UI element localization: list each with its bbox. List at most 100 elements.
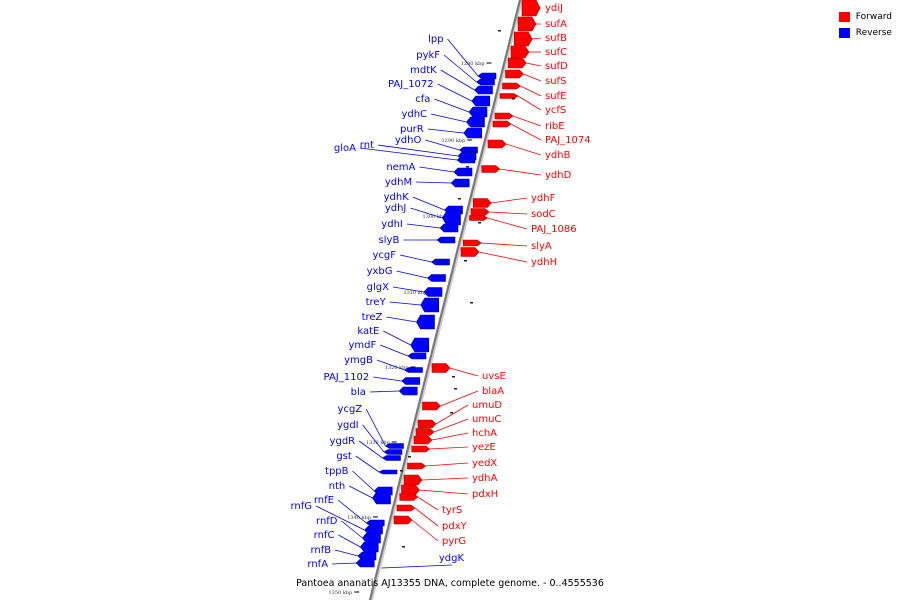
marker-dash <box>454 388 457 390</box>
gene-leader <box>429 446 469 450</box>
gene-leader <box>487 217 528 230</box>
gene-purr[interactable]: purR <box>400 124 483 139</box>
gene-pdxh[interactable]: pdxH <box>401 484 499 500</box>
gene-ygdi[interactable]: ygdI <box>337 420 403 455</box>
gene-ydho[interactable]: ydhO <box>395 135 478 154</box>
gene-sufc[interactable]: sufC <box>510 45 567 59</box>
gene-ydhh[interactable]: ydhH <box>460 247 557 269</box>
gene-kate[interactable]: katE <box>357 326 430 353</box>
gene-ydha[interactable]: ydhA <box>403 473 498 486</box>
gene-rnfc[interactable]: rnfC <box>314 530 379 553</box>
gene-ydhm[interactable]: ydhM <box>385 177 470 188</box>
gene-sodc[interactable]: sodC <box>470 208 556 221</box>
gene-label: uvsE <box>482 371 506 382</box>
gene-ycfs[interactable]: ycfS <box>499 93 566 117</box>
gene-sufb[interactable]: sufB <box>513 31 567 47</box>
gene-rnfe[interactable]: rnfE <box>314 495 385 527</box>
gene-umud[interactable]: umuD <box>417 400 502 429</box>
marker-dash <box>512 98 515 100</box>
gene-paj-1074[interactable]: PAJ_1074 <box>492 120 591 146</box>
gene-rnfb[interactable]: rnfB <box>310 545 377 561</box>
gene-ydhb[interactable]: ydhB <box>487 139 571 161</box>
gene-label: ydhH <box>531 257 557 268</box>
gene-leader <box>512 115 542 127</box>
gene-label: umuD <box>472 400 502 411</box>
gene-sufa[interactable]: sufA <box>517 16 567 32</box>
gene-arrow <box>355 558 375 568</box>
gene-ydhd[interactable]: ydhD <box>481 165 572 182</box>
gene-paj-1072[interactable]: PAJ_1072 <box>388 79 491 107</box>
gene-leader <box>523 73 542 82</box>
gene-trez[interactable]: treZ <box>362 312 435 330</box>
gene-slya[interactable]: slyA <box>462 239 552 252</box>
gene-leader <box>491 197 528 204</box>
gene-ymdf[interactable]: ymdF <box>348 340 427 360</box>
gene-gloa[interactable]: gloA <box>334 143 476 164</box>
gene-paj-1086[interactable]: PAJ_1086 <box>469 215 577 236</box>
gene-label: PAJ_1102 <box>324 372 370 383</box>
gene-slyb[interactable]: slyB <box>379 235 456 246</box>
gene-arrow <box>403 474 423 486</box>
gene-ygdr[interactable]: ygdR <box>330 436 401 461</box>
gene-glgx[interactable]: glgX <box>367 282 443 297</box>
gene-sufe[interactable]: sufE <box>502 82 567 102</box>
gene-paj-1102[interactable]: PAJ_1102 <box>324 372 421 385</box>
gene-ycgz[interactable]: ycgZ <box>338 404 404 449</box>
gene-tyrs[interactable]: tyrS <box>399 493 463 517</box>
gene-rnfg[interactable]: rnfG <box>290 501 383 535</box>
gene-gst[interactable]: gst <box>336 451 398 475</box>
gene-rnfa[interactable]: rnfA <box>307 558 375 570</box>
gene-label: rnfG <box>290 501 312 512</box>
gene-label: gloA <box>334 143 356 154</box>
legend: Forward Reverse <box>838 9 892 41</box>
gene-ymgb[interactable]: ymgB <box>344 355 423 373</box>
gene-leader <box>505 143 542 156</box>
gene-ydhj[interactable]: ydhJ <box>385 203 461 226</box>
gene-label: slyA <box>531 241 552 252</box>
gene-mdtk[interactable]: mdtK <box>410 65 493 95</box>
gene-yeze[interactable]: yezE <box>411 442 496 453</box>
gene-pdxy[interactable]: pdxY <box>396 504 468 532</box>
gene-ribe[interactable]: ribE <box>494 112 565 132</box>
gene-label: sufD <box>545 61 568 72</box>
gene-yxbg[interactable]: yxbG <box>367 266 446 282</box>
gene-trey[interactable]: treY <box>366 297 440 313</box>
gene-ydhf[interactable]: ydhF <box>472 193 556 208</box>
gene-label: yezE <box>472 442 496 453</box>
gene-lpp[interactable]: lpp <box>428 34 497 80</box>
gene-blaa[interactable]: blaA <box>422 386 505 411</box>
marker-dash <box>408 456 411 458</box>
gene-ycgf[interactable]: ycgF <box>373 250 450 266</box>
gene-leader <box>431 432 469 441</box>
gene-pyrg[interactable]: pyrG <box>393 515 466 547</box>
gene-arrow <box>469 215 489 221</box>
gene-hcha[interactable]: hchA <box>413 428 497 445</box>
gene-sufs[interactable]: sufS <box>505 69 567 87</box>
gene-ydgk[interactable]: ydgK <box>381 553 465 569</box>
gene-nth[interactable]: nth <box>329 481 391 505</box>
gene-rnfd[interactable]: rnfD <box>316 516 381 544</box>
gene-arrow <box>476 78 495 86</box>
gene-nema[interactable]: nemA <box>386 162 473 177</box>
gene-yedx[interactable]: yedX <box>407 458 498 470</box>
gene-ydij[interactable]: ydiJ <box>521 0 563 17</box>
gene-bla[interactable]: bla <box>351 386 418 398</box>
gene-label: treY <box>366 297 387 308</box>
gene-arrow <box>494 112 514 120</box>
gene-leader <box>449 367 479 377</box>
gene-cfa[interactable]: cfa <box>415 94 488 118</box>
gene-arrow <box>417 419 437 429</box>
marker-dashes <box>400 30 515 548</box>
gene-arrow <box>381 455 401 461</box>
gene-arrow <box>487 139 507 149</box>
gene-pykf[interactable]: pykF <box>416 50 495 86</box>
gene-ydhc[interactable]: ydhC <box>401 109 485 128</box>
gene-label: ycgZ <box>338 404 363 415</box>
gene-sufd[interactable]: sufD <box>507 57 568 72</box>
gene-umuc[interactable]: umuC <box>415 414 501 436</box>
gene-label: pyrG <box>442 536 466 547</box>
gene-uvse[interactable]: uvsE <box>431 363 506 383</box>
tick-label: 1320 kbp <box>385 365 409 371</box>
gene-ydhi[interactable]: ydhI <box>381 219 459 233</box>
